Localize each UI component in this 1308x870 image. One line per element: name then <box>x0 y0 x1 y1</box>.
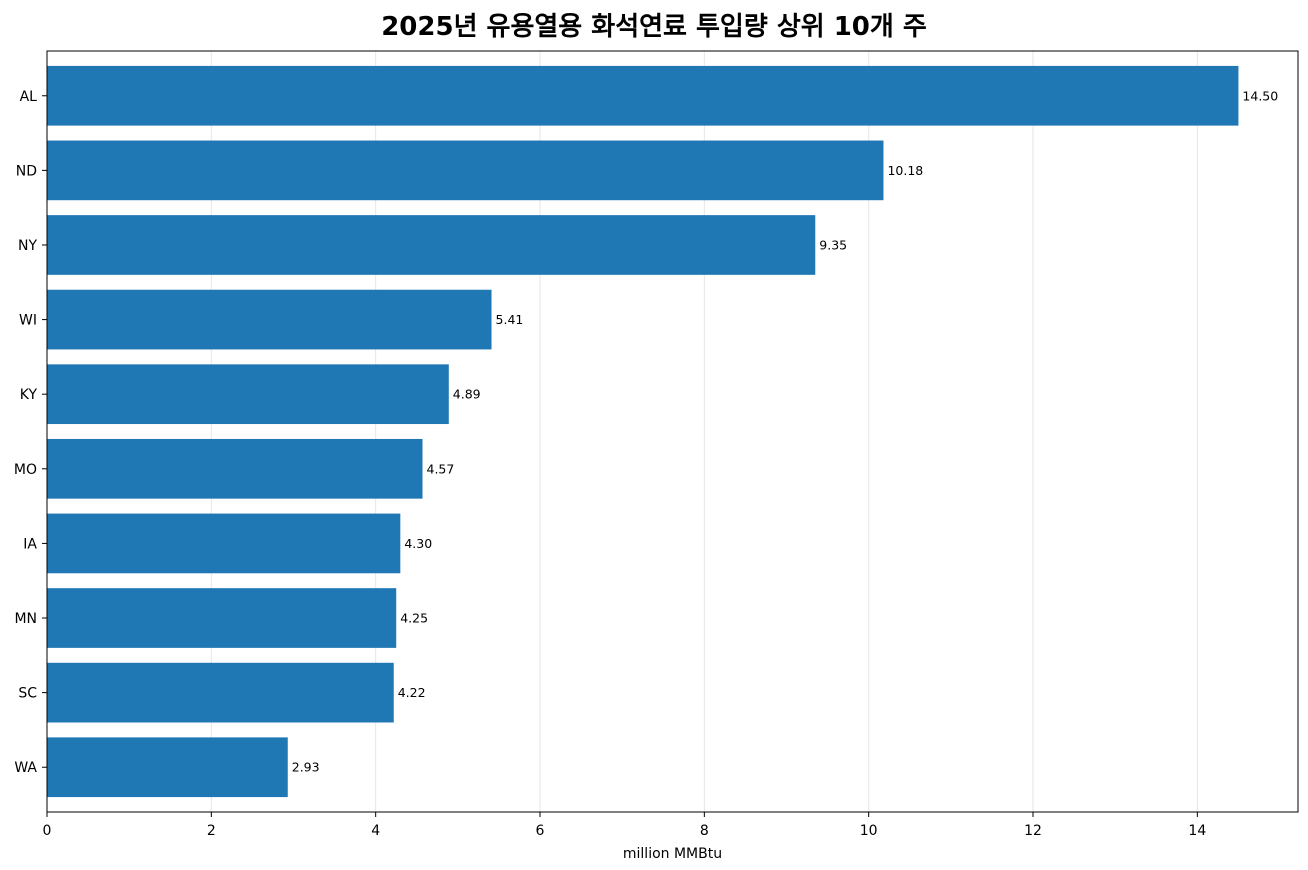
x-tick-label: 4 <box>371 823 380 839</box>
bar-al <box>47 65 1239 126</box>
x-tick-label: 2 <box>207 823 216 839</box>
bar-wa <box>47 737 288 798</box>
bar-value-label: 4.89 <box>453 387 481 402</box>
bar-value-label: 14.50 <box>1242 88 1278 103</box>
bar-value-label: 9.35 <box>819 237 847 252</box>
x-tick-label: 8 <box>700 823 709 839</box>
bar-value-label: 5.41 <box>496 312 524 327</box>
x-tick-label: 6 <box>536 823 545 839</box>
y-tick-label: KY <box>20 387 38 403</box>
x-axis-ticks: 0 2 4 6 8 10 12 14 <box>43 812 1206 839</box>
bar-ia <box>47 513 401 574</box>
y-tick-label: IA <box>23 536 37 552</box>
y-tick-label: WA <box>14 760 37 776</box>
bar-ny <box>47 215 816 275</box>
y-tick-label: MN <box>14 611 37 627</box>
bar-value-label: 4.30 <box>404 536 432 551</box>
bar-ky <box>47 364 449 425</box>
y-tick-label: ND <box>16 163 37 179</box>
bar-value-labels: 14.50 10.18 9.35 5.41 4.89 4.57 4.30 4.25 4.22 2.… <box>292 88 1279 774</box>
bar-value-label: 4.22 <box>398 685 426 700</box>
plot-frame <box>46 50 1299 813</box>
x-tick-label: 0 <box>43 823 52 839</box>
bar-value-label: 4.57 <box>427 461 455 476</box>
y-tick-label: WI <box>19 313 37 329</box>
bar-sc <box>47 662 394 723</box>
y-axis-ticks: AL ND NY WI KY MO IA MN SC WA <box>14 89 47 776</box>
x-tick-label: 12 <box>1024 823 1042 839</box>
bar-value-label: 4.25 <box>400 611 428 626</box>
chart-title: 2025년 유용열용 화석연료 투입량 상위 10개 주 <box>381 12 927 42</box>
bar-value-label: 10.18 <box>887 163 923 178</box>
y-tick-label: NY <box>18 238 37 254</box>
x-axis-label: million MMBtu <box>623 846 722 862</box>
y-tick-label: AL <box>20 89 38 105</box>
bar-nd <box>47 140 884 201</box>
bar-value-label: 2.93 <box>292 760 320 775</box>
bar-wi <box>47 289 492 350</box>
bars <box>47 65 1239 798</box>
y-tick-label: SC <box>18 686 37 702</box>
x-tick-label: 14 <box>1188 823 1206 839</box>
x-tick-label: 10 <box>860 823 878 839</box>
bar-mo <box>47 438 423 499</box>
y-tick-label: MO <box>14 462 37 478</box>
bar-mn <box>47 588 397 648</box>
